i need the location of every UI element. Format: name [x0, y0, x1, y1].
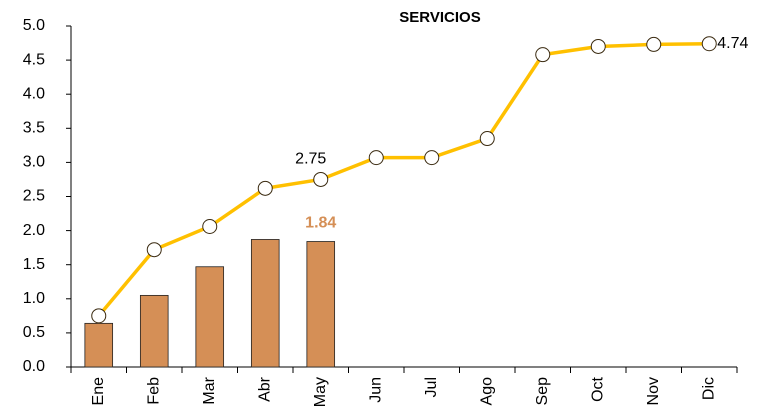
y-tick-label: 0.5 — [23, 324, 45, 341]
x-tick-label: Ago — [478, 377, 495, 406]
line-value-label: 2.75 — [295, 151, 326, 168]
y-tick-label: 2.0 — [23, 222, 45, 239]
x-tick-label: Jun — [367, 377, 384, 403]
x-tick-label: Abr — [256, 376, 273, 402]
x-tick-label: Ene — [90, 377, 107, 406]
x-tick-label: Jul — [423, 377, 440, 397]
x-tick-label: May — [312, 377, 329, 407]
bar — [139, 294, 169, 368]
bar — [250, 239, 280, 368]
y-tick-label: 3.0 — [23, 154, 45, 171]
line-marker — [202, 219, 218, 235]
x-tick-label: Mar — [201, 376, 218, 404]
line-marker — [313, 171, 329, 187]
x-tick-label: Nov — [645, 377, 662, 405]
y-tick-label: 3.5 — [23, 120, 45, 137]
bar — [84, 322, 114, 368]
y-tick-label: 2.5 — [23, 188, 45, 205]
line-value-label: 4.74 — [717, 35, 748, 52]
x-tick-label: Sep — [534, 377, 551, 406]
line-marker — [424, 150, 440, 166]
line-marker — [590, 38, 606, 54]
y-tick-label: 5.0 — [23, 17, 45, 34]
line — [97, 41, 710, 317]
line-marker — [368, 150, 384, 166]
line-marker — [701, 36, 717, 52]
x-tick-label: Dic — [700, 377, 717, 400]
line-marker — [91, 308, 107, 324]
line-marker — [146, 242, 162, 258]
bar-value-label: 1.84 — [305, 215, 336, 232]
y-tick-label: 1.5 — [23, 256, 45, 273]
y-tick-label: 0.0 — [23, 358, 45, 375]
line-marker — [479, 131, 495, 147]
x-tick-label: Feb — [145, 377, 162, 405]
y-tick-label: 4.5 — [23, 51, 45, 68]
bar — [195, 266, 225, 368]
bar — [306, 241, 336, 368]
line-marker — [257, 180, 273, 196]
x-tick-label: Oct — [589, 376, 606, 401]
line-marker — [646, 36, 662, 52]
line-marker — [535, 47, 551, 63]
y-tick-label: 4.0 — [23, 85, 45, 102]
chart-title: SERVICIOS — [399, 9, 480, 26]
y-tick-label: 1.0 — [23, 290, 45, 307]
